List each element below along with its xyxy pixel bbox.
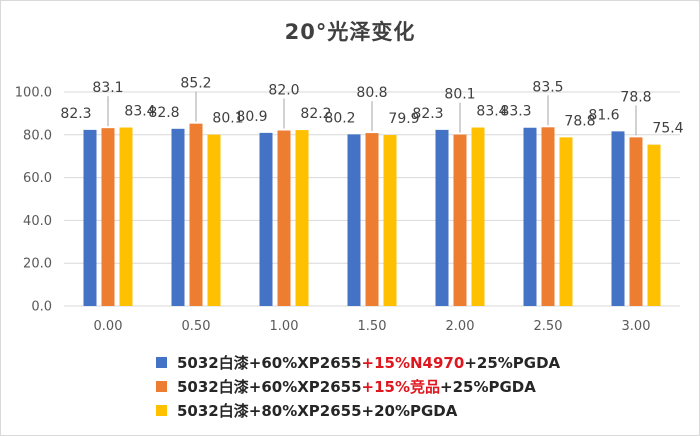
y-tick-label: 80.0 — [23, 128, 52, 143]
legend-label: 5032白漆+60%XP2655+15%N4970+25%PGDA — [177, 352, 560, 373]
y-tick-label: 0.0 — [31, 300, 52, 315]
data-label: 80.8 — [356, 85, 387, 101]
legend-label-segment: 5032白漆+60%XP2655 — [177, 353, 362, 372]
data-label: 81.6 — [588, 107, 619, 123]
data-label: 83.4 — [476, 104, 507, 120]
data-label: 83.3 — [500, 104, 531, 120]
x-tick-label: 2.50 — [534, 319, 563, 334]
bar — [471, 127, 485, 306]
data-label: 80.9 — [236, 109, 267, 125]
bar — [647, 144, 661, 306]
data-label: 78.8 — [620, 89, 651, 105]
bar — [119, 127, 133, 306]
legend-item: 5032白漆+60%XP2655+15%N4970+25%PGDA — [156, 350, 676, 374]
bar — [559, 137, 573, 306]
legend-label-segment: +25%PGDA — [464, 353, 561, 372]
y-tick-label: 20.0 — [23, 257, 52, 272]
data-label: 79.9 — [388, 111, 419, 127]
bar — [365, 133, 379, 306]
chart-title: 20°光泽变化 — [284, 20, 416, 44]
data-label: 82.0 — [268, 83, 299, 99]
bar — [259, 132, 273, 306]
x-tick-label: 1.00 — [270, 319, 299, 334]
legend-label-highlight: +15%竞品 — [361, 377, 441, 396]
legend-label-segment: +25%PGDA — [440, 377, 536, 396]
bar — [207, 134, 221, 306]
bar — [101, 128, 115, 306]
data-label: 80.2 — [324, 110, 355, 126]
y-tick-label: 100.0 — [15, 86, 52, 101]
legend-item: 5032白漆+80%XP2655+20%PGDA — [156, 398, 676, 422]
x-tick-label: 1.50 — [358, 319, 387, 334]
data-label: 83.5 — [532, 79, 563, 95]
data-label: 78.8 — [564, 113, 595, 129]
data-label: 83.4 — [124, 104, 155, 120]
legend-item: 5032白漆+60%XP2655+15%竞品+25%PGDA — [156, 374, 676, 398]
bar — [171, 128, 185, 306]
x-tick-label: 0.50 — [182, 319, 211, 334]
bar — [277, 130, 291, 306]
bar — [523, 127, 537, 306]
data-label: 82.2 — [300, 106, 331, 122]
bar — [541, 127, 555, 306]
x-tick-label: 3.00 — [622, 319, 651, 334]
data-label: 82.3 — [412, 106, 443, 122]
bar — [189, 123, 203, 306]
legend-label: 5032白漆+80%XP2655+20%PGDA — [177, 400, 457, 421]
data-label: 75.4 — [652, 121, 683, 137]
bar — [83, 129, 97, 306]
legend-label-highlight: +15%N4970 — [361, 353, 465, 372]
bar — [611, 131, 625, 306]
data-label: 83.1 — [92, 80, 123, 96]
y-tick-label: 40.0 — [23, 214, 52, 229]
y-tick-label: 60.0 — [23, 171, 52, 186]
bar — [629, 137, 643, 306]
legend-swatch — [156, 380, 167, 392]
data-label: 82.8 — [148, 105, 179, 121]
bar — [347, 134, 361, 306]
data-label: 85.2 — [180, 76, 211, 92]
data-label: 80.1 — [212, 111, 243, 127]
legend-label-segment: 5032白漆+80%XP2655+20%PGDA — [177, 401, 458, 420]
bar — [453, 134, 467, 306]
legend-swatch — [156, 356, 167, 368]
chart-legend: 5032白漆+60%XP2655+15%N4970+25%PGDA 5032白漆+… — [156, 350, 676, 422]
legend-label: 5032白漆+60%XP2655+15%竞品+25%PGDA — [177, 376, 536, 397]
legend-label-segment: 5032白漆+60%XP2655 — [177, 377, 362, 396]
x-tick-label: 0.00 — [94, 319, 123, 334]
x-tick-label: 2.00 — [446, 319, 475, 334]
bar — [295, 130, 309, 306]
data-label: 80.1 — [444, 87, 475, 103]
bar — [383, 135, 397, 306]
data-label: 82.3 — [60, 106, 91, 122]
bar — [435, 129, 449, 306]
legend-swatch — [156, 404, 167, 416]
